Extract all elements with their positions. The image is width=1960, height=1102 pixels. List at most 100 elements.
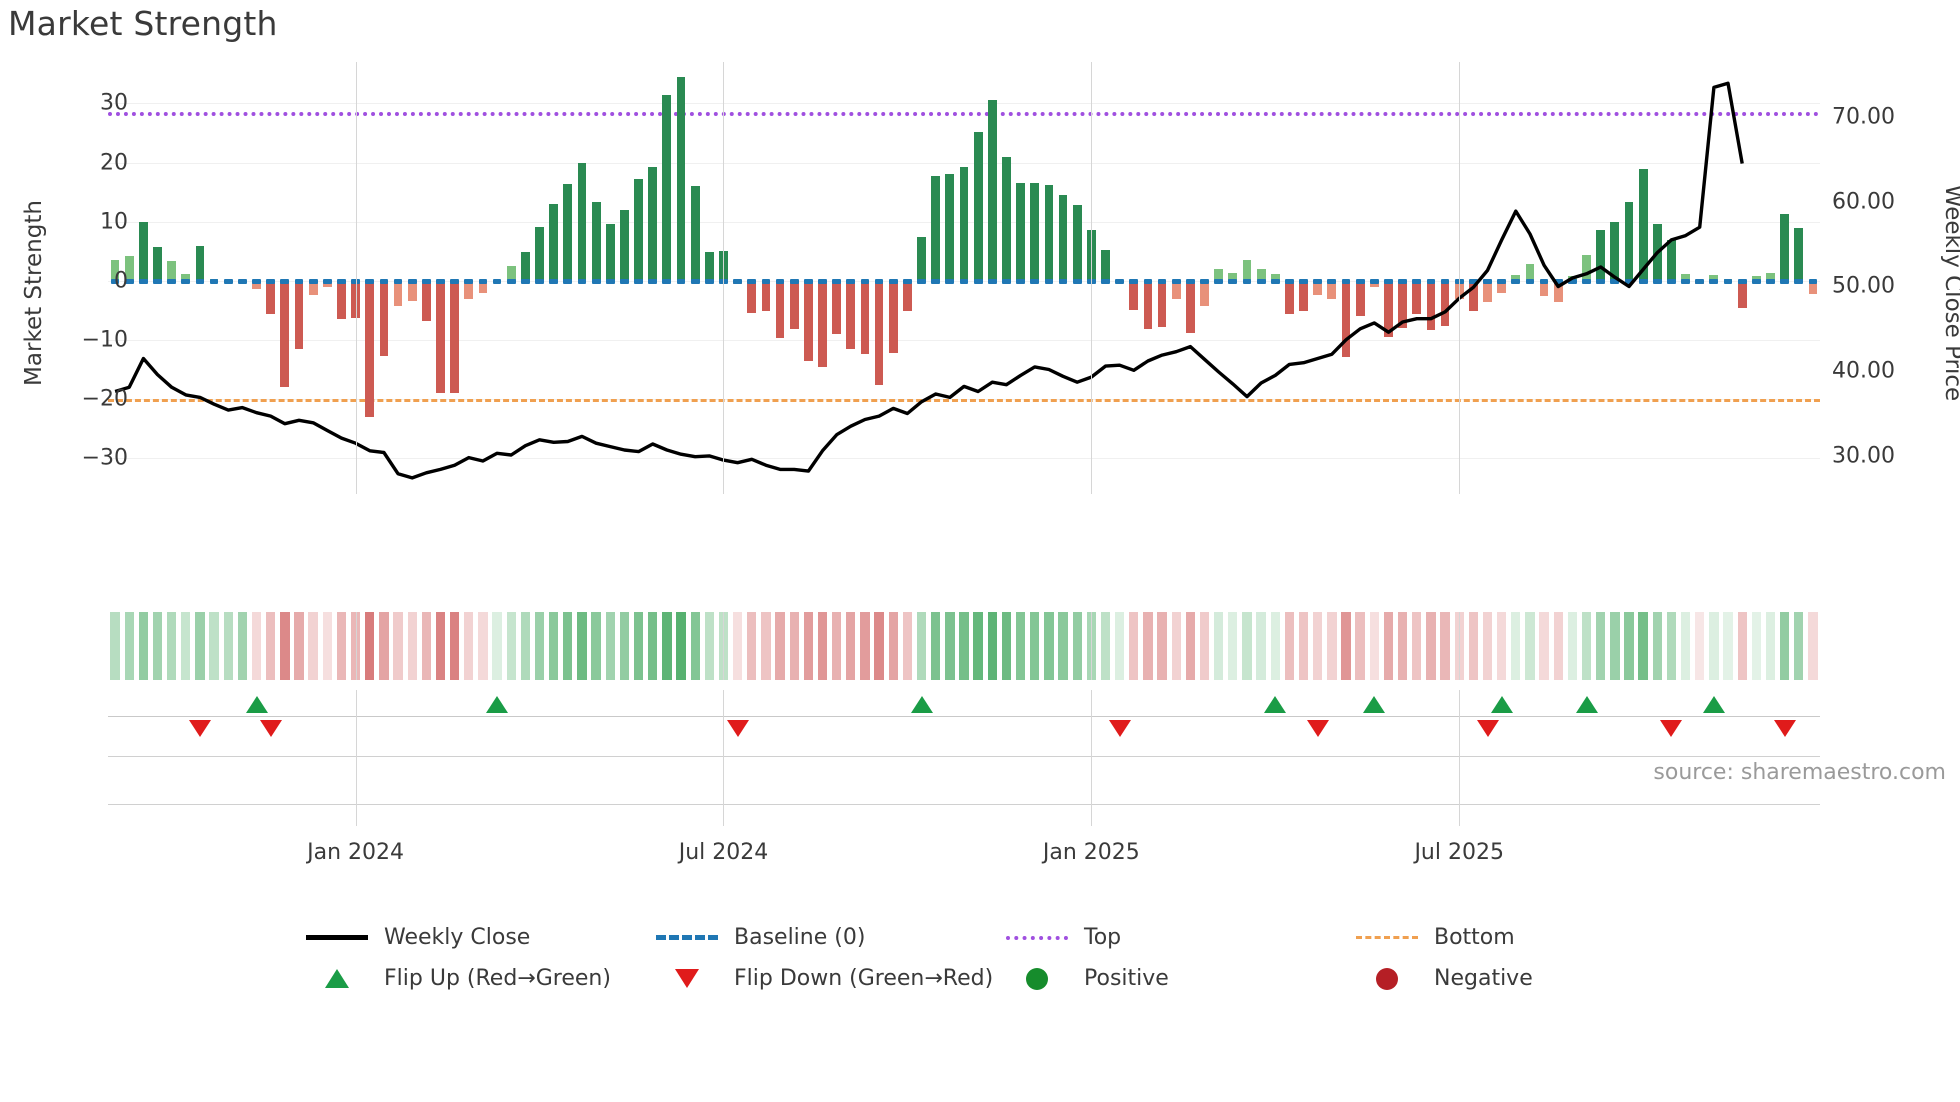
baseline-segment [987, 278, 997, 284]
heatmap-cell [633, 612, 644, 680]
baseline-segment [605, 278, 615, 284]
weekly-close-line [114, 81, 1744, 480]
heatmap-cell [1072, 612, 1082, 680]
baseline-segment [167, 278, 177, 284]
heatmap-cell [874, 612, 884, 680]
baseline-segment [1200, 278, 1209, 284]
baseline-segment [1129, 278, 1139, 284]
heatmap-cell [1610, 612, 1620, 680]
heatmap-cell [138, 612, 149, 680]
chart-legend: Weekly Close Baseline (0) Top Bottom Flip U… [300, 925, 1700, 1007]
baseline-segment [464, 278, 474, 284]
heatmap-cell [520, 612, 531, 680]
strength-bar [252, 280, 261, 289]
x-tick-gridline [723, 612, 725, 680]
baseline-segment [591, 278, 601, 284]
strength-bar [1129, 280, 1139, 310]
heatmap-cell [1228, 612, 1238, 680]
strength-bar [464, 280, 474, 299]
legend-item[interactable]: Baseline (0) [650, 925, 1000, 950]
strength-bar [1624, 202, 1634, 281]
heatmap-cell [1652, 612, 1662, 680]
strength-bar [761, 280, 771, 311]
heatmap-cell [280, 612, 290, 680]
baseline-segment [1553, 278, 1563, 284]
baseline-segment [973, 278, 983, 284]
strength-bar [860, 280, 870, 355]
strength-bar [351, 280, 360, 319]
strength-bar [365, 280, 375, 418]
heatmap-cell [1015, 612, 1026, 680]
heatmap-cell [350, 612, 361, 680]
strength-bar [1341, 280, 1351, 357]
baseline-segment [1468, 278, 1478, 284]
heatmap-cell [464, 612, 474, 680]
heatmap-cell [1581, 612, 1592, 680]
baseline-segment [521, 278, 530, 284]
baseline-segment [761, 278, 771, 284]
baseline-segment [1483, 278, 1492, 284]
heatmap-cell [1100, 612, 1111, 680]
heatmap-cell [1185, 612, 1196, 680]
x-tick-gridline [1459, 62, 1461, 494]
strength-bar [1101, 250, 1110, 281]
baseline-segment [1808, 278, 1818, 284]
baseline-segment [1794, 278, 1804, 284]
strength-bar [704, 251, 714, 281]
strength-bar [1737, 280, 1747, 309]
legend-item[interactable]: Top [1000, 925, 1350, 950]
baseline-segment [1412, 278, 1422, 284]
baseline-segment [436, 278, 445, 284]
flip-down-marker [188, 720, 211, 737]
baseline-segment [1539, 278, 1549, 284]
strength-bar [153, 246, 162, 281]
heatmap-cell [152, 612, 163, 680]
strength-bar [1426, 280, 1436, 331]
heatmap-cell [676, 612, 686, 680]
heatmap-cell [1214, 612, 1224, 680]
strength-bar [110, 259, 120, 281]
baseline-segment [1044, 278, 1054, 284]
y-axis-left-tick: 10 [100, 209, 128, 235]
strength-bar [1384, 280, 1393, 338]
legend-item[interactable]: Weekly Close [300, 925, 650, 950]
heatmap-cell [1157, 612, 1167, 680]
baseline-segment [903, 278, 912, 284]
legend-item[interactable]: Bottom [1350, 925, 1650, 950]
heatmap-cell [1143, 612, 1153, 680]
baseline-segment [506, 278, 516, 284]
legend-item[interactable]: Flip Up (Red→Green) [300, 966, 650, 991]
heatmap-cell [591, 612, 601, 680]
y-axis-right-tick: 40.00 [1832, 358, 1895, 384]
legend-label: Flip Down (Green→Red) [734, 966, 994, 991]
strength-bar [1497, 280, 1507, 293]
strength-bar [1483, 280, 1492, 302]
baseline-segment [1256, 278, 1266, 284]
strength-bar [803, 280, 813, 362]
flip-down-marker [1476, 720, 1499, 737]
baseline-segment [1440, 278, 1450, 284]
baseline-segment [1638, 278, 1648, 284]
legend-item[interactable]: Negative [1350, 966, 1650, 991]
baseline-segment [1695, 278, 1705, 284]
strength-bar [393, 280, 403, 306]
baseline-segment [138, 278, 148, 284]
legend-item[interactable]: Flip Down (Green→Red) [650, 966, 1000, 991]
heatmap-cell [1709, 612, 1719, 680]
heatmap-cell [803, 612, 814, 680]
baseline-segment [1511, 278, 1521, 284]
y-axis-right-tick: 70.00 [1832, 104, 1895, 130]
legend-item[interactable]: Positive [1000, 966, 1350, 991]
strength-bar [294, 280, 304, 349]
baseline-segment [223, 278, 233, 284]
strength-bar [789, 280, 799, 329]
baseline-segment [1327, 278, 1337, 284]
heatmap-cell [718, 612, 729, 680]
gridline [108, 340, 1820, 342]
strength-bar [1185, 280, 1195, 334]
heatmap-cell [1171, 612, 1181, 680]
x-tick-gridline [1091, 612, 1093, 680]
legend-label: Negative [1434, 966, 1533, 991]
y-axis-left-tick: −20 [81, 386, 128, 412]
flip-up-marker [245, 696, 268, 713]
